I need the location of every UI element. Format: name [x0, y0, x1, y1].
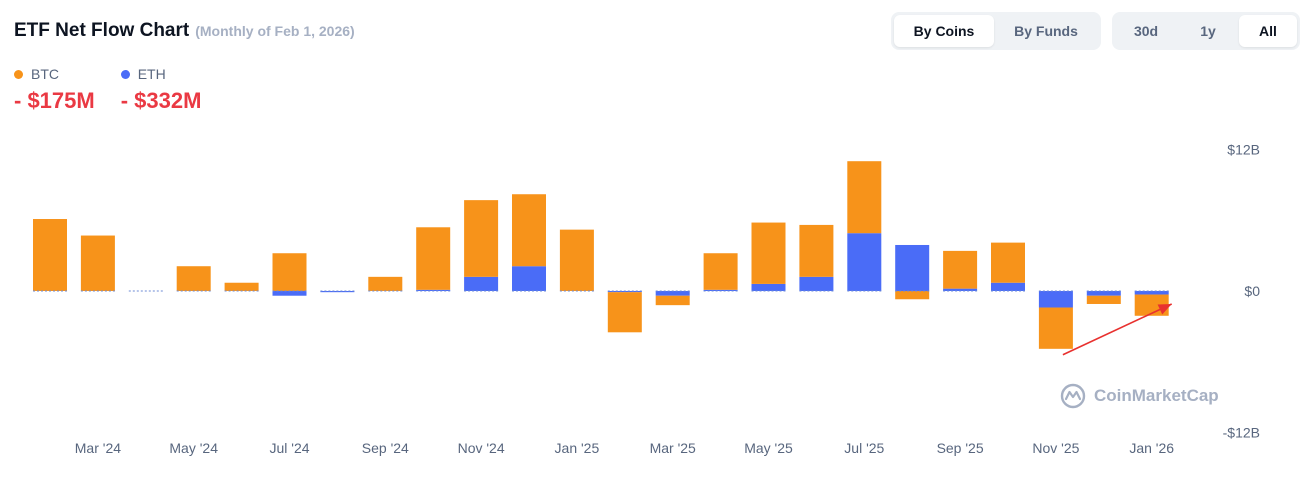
btc-dot-icon — [14, 69, 23, 79]
eth-dot-icon — [120, 69, 130, 79]
bar-eth-17[interactable] — [847, 233, 882, 291]
bar-btc-14[interactable] — [703, 253, 738, 290]
bar-eth-20[interactable] — [991, 282, 1025, 291]
legend-item-btc[interactable]: BTC - $175M — [14, 66, 95, 114]
legend-label-btc: BTC — [31, 66, 59, 82]
range-all-button[interactable]: All — [1239, 15, 1297, 47]
range-toggle-group: 30d 1y All — [1112, 12, 1300, 50]
legend-label-eth: ETH — [137, 66, 166, 82]
bar-btc-20[interactable] — [991, 242, 1025, 283]
bar-eth-12[interactable] — [607, 291, 642, 293]
chart-header: ETF Net Flow Chart (Monthly of Feb 1, 20… — [14, 20, 355, 42]
bar-eth-21[interactable] — [1038, 291, 1073, 308]
bar-btc-10[interactable] — [512, 194, 546, 267]
chart-title: ETF Net Flow Chart — [14, 20, 190, 41]
by-funds-button[interactable]: By Funds — [1014, 23, 1078, 39]
x-tick-label: Jan '25 — [555, 440, 600, 456]
bar-btc-4[interactable] — [224, 282, 259, 291]
watermark-text: CoinMarketCap — [1094, 386, 1219, 405]
x-tick-label: Jul '25 — [844, 440, 884, 456]
range-30d-button[interactable]: 30d — [1133, 23, 1159, 39]
bar-btc-21[interactable] — [1038, 307, 1073, 349]
x-tick-label: May '24 — [169, 440, 218, 456]
annotation-arrow-line — [1062, 303, 1173, 356]
bar-btc-16[interactable] — [799, 224, 834, 277]
bar-btc-23[interactable] — [1134, 294, 1169, 316]
x-tick-label: Nov '25 — [1032, 440, 1079, 456]
legend-item-eth[interactable]: ETH - $332M — [120, 66, 202, 114]
x-tick-label: Jan '26 — [1129, 440, 1174, 456]
legend-value-btc: - $175M — [14, 88, 95, 113]
bar-btc-18[interactable] — [895, 291, 930, 300]
y-tick-label: $12B — [1227, 141, 1260, 157]
coinmarketcap-logo-icon — [1060, 383, 1086, 409]
bar-btc-8[interactable] — [416, 227, 451, 290]
bar-eth-19[interactable] — [943, 288, 978, 291]
bar-eth-14[interactable] — [703, 289, 738, 291]
bar-eth-9[interactable] — [464, 276, 499, 291]
chart-subtitle: (Monthly of Feb 1, 2026) — [195, 23, 355, 39]
bar-btc-0[interactable] — [33, 219, 67, 291]
bar-eth-23[interactable] — [1134, 291, 1169, 295]
bar-btc-5[interactable] — [272, 253, 307, 291]
x-tick-label: Nov '24 — [458, 440, 505, 456]
annotation-arrow-head — [1157, 303, 1172, 315]
bar-btc-15[interactable] — [751, 222, 786, 284]
range-1y-button[interactable]: 1y — [1200, 23, 1216, 39]
by-coins-button[interactable]: By Coins — [894, 15, 994, 47]
bar-btc-19[interactable] — [943, 250, 978, 289]
bar-eth-6[interactable] — [320, 291, 355, 293]
bars-layer — [33, 161, 1169, 349]
bar-eth-22[interactable] — [1086, 291, 1121, 296]
bar-eth-13[interactable] — [655, 291, 690, 296]
bar-eth-15[interactable] — [751, 283, 786, 291]
legend-value-eth: - $332M — [120, 88, 202, 113]
y-axis: $12B $0 -$12B — [1223, 141, 1261, 440]
x-tick-label: Sep '25 — [937, 440, 984, 456]
bar-eth-8[interactable] — [416, 289, 451, 291]
bar-btc-1[interactable] — [80, 235, 115, 291]
legend: BTC - $175M ETH - $332M — [14, 66, 201, 114]
x-tick-label: Mar '24 — [75, 440, 121, 456]
bar-btc-11[interactable] — [559, 229, 594, 291]
watermark: CoinMarketCap — [1060, 383, 1219, 409]
bar-eth-18[interactable] — [895, 244, 930, 291]
annotation-layer — [1062, 303, 1173, 356]
x-tick-label: Mar '25 — [650, 440, 696, 456]
x-tick-label: Sep '24 — [362, 440, 409, 456]
bar-eth-10[interactable] — [512, 266, 546, 291]
bar-btc-3[interactable] — [176, 266, 211, 291]
bar-btc-12[interactable] — [607, 292, 642, 333]
bar-eth-5[interactable] — [272, 291, 307, 296]
bar-btc-13[interactable] — [655, 295, 690, 306]
bar-btc-22[interactable] — [1086, 295, 1121, 304]
bar-btc-9[interactable] — [464, 200, 499, 277]
x-axis: Mar '24 May '24 Jul '24 Sep '24 Nov '24 Jan '… — [75, 440, 1174, 456]
bar-btc-7[interactable] — [368, 276, 403, 291]
y-tick-label: -$12B — [1223, 425, 1260, 441]
bar-eth-16[interactable] — [799, 276, 834, 291]
x-tick-label: Jul '24 — [269, 440, 309, 456]
view-toggle-group: By Coins By Funds — [891, 12, 1101, 50]
y-tick-label: $0 — [1244, 283, 1260, 299]
x-tick-label: May '25 — [744, 440, 793, 456]
bar-btc-17[interactable] — [847, 161, 882, 234]
